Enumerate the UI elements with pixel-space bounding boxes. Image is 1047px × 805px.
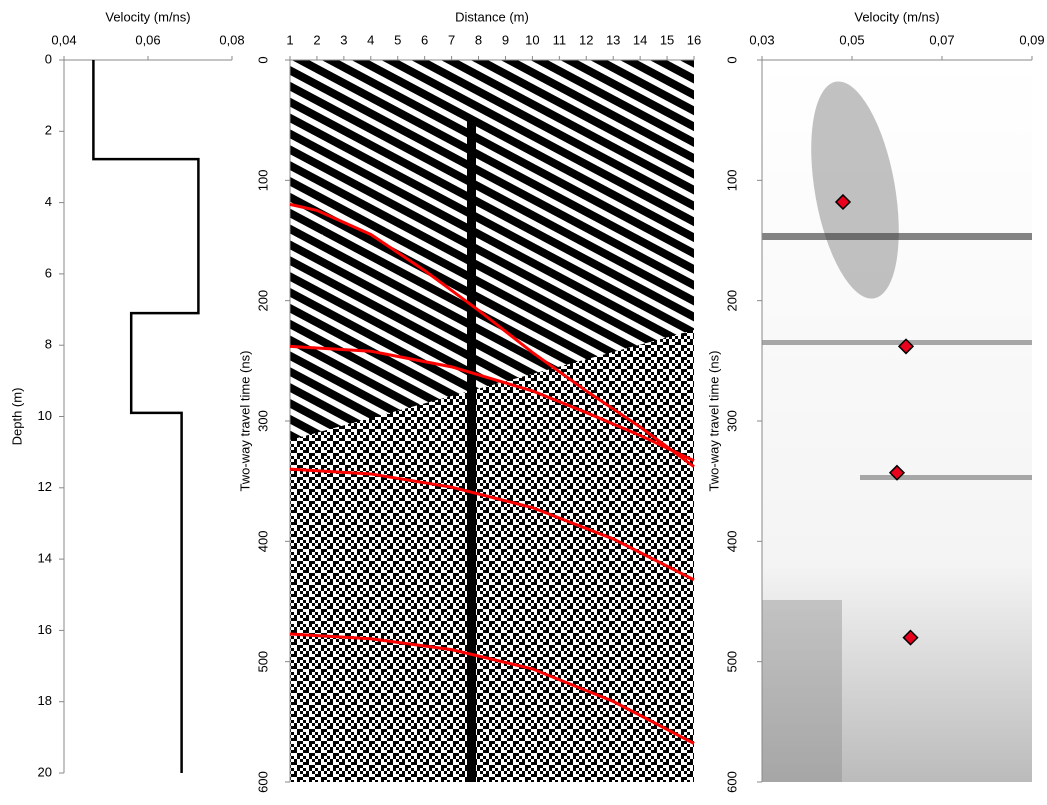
x-tick-label: 0,06	[135, 32, 160, 47]
y-axis-title: Two-way travel time (ns)	[706, 351, 721, 492]
x-tick-label: 4	[367, 32, 374, 47]
semblance	[762, 60, 1032, 782]
radargram-stripes	[290, 60, 694, 440]
y-tick-label: 14	[38, 551, 52, 566]
data-point	[888, 464, 906, 481]
y-tick-label: 6	[45, 265, 52, 280]
x-tick-label: 8	[475, 32, 482, 47]
data-point	[897, 338, 915, 355]
y-tick-label: 16	[38, 622, 52, 637]
data-point	[902, 629, 919, 646]
y-tick-label: 200	[255, 290, 270, 312]
y-axis-title: Two-way travel time (ns)	[237, 351, 252, 492]
y-tick-label: 0	[45, 51, 52, 66]
semblance-band	[762, 233, 1032, 240]
y-axis-title: Depth (m)	[9, 388, 24, 446]
semblance-band	[860, 475, 1032, 480]
x-tick-label: 16	[687, 32, 701, 47]
y-tick-label: 20	[38, 764, 52, 779]
x-tick-label: 13	[606, 32, 620, 47]
x-tick-label: 0,09	[1019, 32, 1044, 47]
x-tick-label: 7	[448, 32, 455, 47]
x-tick-label: 15	[660, 32, 674, 47]
y-tick-label: 600	[724, 771, 739, 793]
y-tick-label: 400	[724, 530, 739, 552]
x-tick-label: 0,05	[839, 32, 864, 47]
data-line	[289, 344, 695, 463]
y-tick-label: 200	[724, 290, 739, 312]
radargram-band	[467, 120, 476, 782]
y-tick-label: 10	[38, 408, 52, 423]
y-tick-label: 4	[45, 194, 52, 209]
y-tick-label: 0	[255, 56, 270, 63]
x-tick-label: 0,08	[219, 32, 244, 47]
x-tick-label: 3	[340, 32, 347, 47]
x-tick-label: 11	[553, 32, 567, 47]
x-tick-label: 2	[313, 32, 320, 47]
x-axis-title: Distance (m)	[455, 9, 529, 24]
y-tick-label: 2	[45, 123, 52, 138]
radargram	[290, 60, 694, 782]
data-point	[834, 193, 852, 211]
data-line	[289, 467, 695, 582]
y-tick-label: 0	[724, 56, 739, 63]
x-tick-label: 9	[502, 32, 509, 47]
x-tick-label: 12	[579, 32, 593, 47]
x-tick-label: 0,03	[749, 32, 774, 47]
x-tick-label: 5	[394, 32, 401, 47]
x-tick-label: 6	[421, 32, 428, 47]
semblance-blob	[811, 81, 899, 299]
semblance-blob	[762, 600, 842, 782]
y-tick-label: 100	[724, 169, 739, 191]
y-tick-label: 500	[724, 651, 739, 673]
data-line	[289, 632, 695, 745]
semblance-bg	[762, 60, 1032, 782]
y-tick-label: 8	[45, 337, 52, 352]
y-tick-label: 400	[255, 530, 270, 552]
y-tick-label: 300	[724, 410, 739, 432]
y-tick-label: 600	[255, 771, 270, 793]
x-axis-title: Velocity (m/ns)	[854, 9, 939, 24]
x-axis-title: Velocity (m/ns)	[105, 9, 190, 24]
x-tick-label: 14	[633, 32, 647, 47]
y-tick-label: 12	[38, 479, 52, 494]
x-tick-label: 10	[525, 32, 539, 47]
data-line	[92, 60, 200, 773]
y-tick-label: 500	[255, 651, 270, 673]
x-tick-label: 1	[286, 32, 293, 47]
x-tick-label: 0,07	[929, 32, 954, 47]
y-tick-label: 300	[255, 410, 270, 432]
semblance-band	[762, 340, 1032, 345]
y-tick-label: 18	[38, 693, 52, 708]
data-line	[289, 202, 695, 468]
x-tick-label: 0,04	[51, 32, 76, 47]
y-tick-label: 100	[255, 169, 270, 191]
